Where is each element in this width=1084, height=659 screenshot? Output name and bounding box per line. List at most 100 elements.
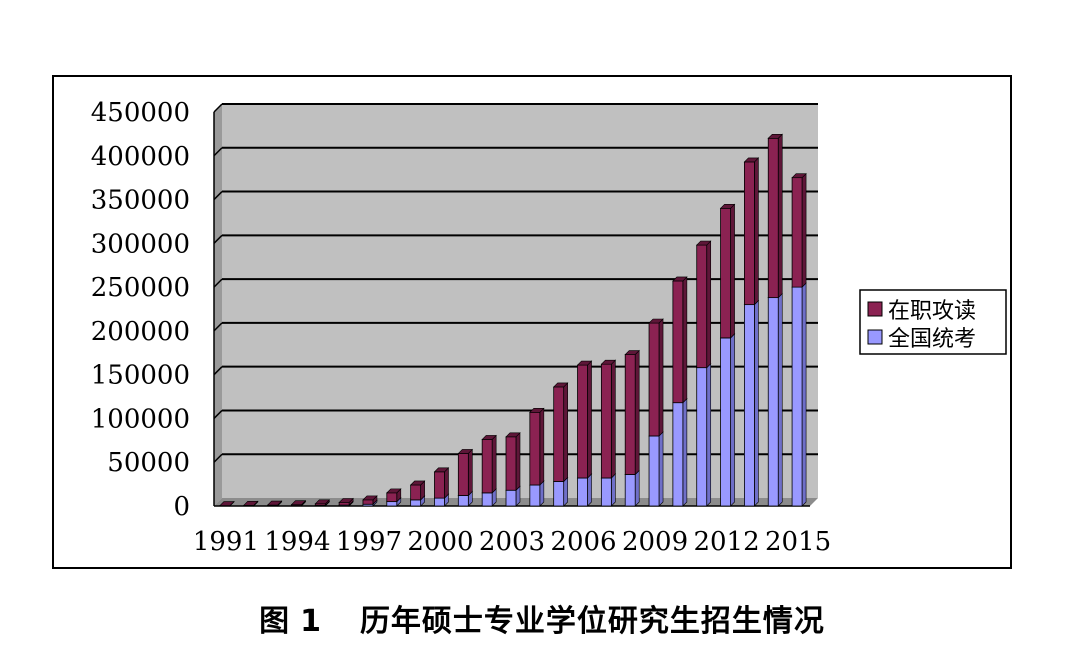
y-tick-label: 100000	[91, 404, 190, 434]
bar-zaizhi-gongdu-side	[491, 434, 497, 494]
bar-zaizhi-gongdu-top	[695, 240, 712, 246]
bar-zaizhi-gongdu	[600, 363, 612, 479]
bar-zaizhi-gongdu	[744, 161, 755, 306]
bar-zaizhi-gongdu	[481, 439, 493, 494]
gridline-diag	[213, 409, 223, 419]
bar-quanguo-tongkao-side	[658, 431, 664, 507]
gridline-diag	[213, 191, 223, 201]
bar-zaizhi-gongdu-top	[767, 133, 783, 139]
bar-zaizhi-gongdu	[791, 177, 803, 288]
bar-zaizhi-gongdu-top	[743, 157, 760, 163]
bar-zaizhi-gongdu-top	[219, 501, 235, 506]
bar-quanguo-tongkao-side	[777, 292, 783, 507]
bar-zaizhi-gongdu-top	[338, 498, 354, 503]
bar-zaizhi-gongdu-top	[576, 360, 593, 366]
bar-zaizhi-gongdu-top	[505, 432, 521, 438]
bar-zaizhi-gongdu	[457, 453, 469, 496]
gridline-diag	[213, 147, 223, 157]
plot-background	[222, 104, 818, 498]
legend-label: 全国统考	[888, 327, 976, 352]
bar-zaizhi-gongdu-side	[777, 133, 783, 299]
legend-box	[859, 289, 1007, 355]
bar-zaizhi-gongdu	[696, 244, 708, 369]
bar-zaizhi-gongdu-side	[754, 157, 759, 306]
bar-zaizhi-gongdu-top	[433, 467, 450, 473]
bar-quanguo-tongkao	[386, 501, 398, 507]
bar-zaizhi-gongdu-top	[624, 350, 640, 355]
bar-zaizhi-gongdu-top	[362, 495, 378, 501]
bar-zaizhi-gongdu-top	[529, 408, 545, 413]
bar-zaizhi-gongdu-top	[266, 500, 283, 506]
bar-quanguo-tongkao-side	[682, 397, 688, 507]
bar-zaizhi-gongdu-top	[290, 500, 307, 505]
y-tick-label: 200000	[91, 317, 190, 347]
legend-swatch	[867, 301, 883, 317]
bar-zaizhi-gongdu-side	[468, 448, 473, 497]
bar-quanguo-tongkao	[553, 481, 565, 507]
bar-quanguo-tongkao	[744, 304, 755, 507]
bar-quanguo-tongkao	[672, 402, 684, 507]
bar-zaizhi-gongdu	[624, 354, 636, 475]
bar-quanguo-tongkao	[529, 484, 541, 507]
bar-zaizhi-gongdu-top	[600, 359, 617, 365]
bar-zaizhi-gongdu-side	[634, 349, 640, 476]
bar-zaizhi-gongdu	[338, 502, 350, 506]
bar-zaizhi-gongdu-top	[481, 435, 497, 440]
bar-quanguo-tongkao	[434, 497, 445, 507]
gridline-diag	[213, 366, 223, 376]
bar-zaizhi-gongdu-side	[682, 276, 688, 404]
bar-zaizhi-gongdu-top	[791, 173, 807, 178]
bar-zaizhi-gongdu-side	[658, 318, 664, 437]
y-tick-label: 50000	[107, 448, 190, 478]
plot-side-wall	[214, 104, 222, 506]
y-tick-label: 0	[173, 492, 190, 522]
figure-title: 历年硕士专业学位研究生招生情况	[359, 604, 825, 639]
bar-zaizhi-gongdu	[648, 322, 660, 437]
bar-quanguo-tongkao-side	[706, 362, 712, 507]
gridline-diag	[213, 278, 223, 288]
x-tick-label: 1997	[336, 527, 402, 557]
x-tick-label: 2012	[693, 527, 759, 557]
bar-quanguo-tongkao	[791, 286, 803, 507]
x-tick-label: 2009	[622, 527, 688, 557]
bar-quanguo-tongkao	[600, 477, 612, 507]
bar-zaizhi-gongdu-side	[611, 359, 616, 479]
bar-zaizhi-gongdu-side	[706, 240, 712, 369]
x-tick-label: 2003	[479, 527, 545, 557]
gridline-diag	[213, 234, 223, 244]
bar-zaizhi-gongdu	[553, 386, 565, 482]
bar-zaizhi-gongdu-side	[444, 467, 449, 499]
bar-quanguo-tongkao	[648, 435, 660, 507]
figure-label: 图	[259, 604, 291, 639]
bar-zaizhi-gongdu-side	[730, 203, 735, 339]
bar-zaizhi-gongdu	[720, 207, 731, 339]
y-tick-label: 300000	[91, 229, 190, 259]
bar-zaizhi-gongdu-top	[648, 318, 664, 324]
x-tick-label: 1991	[193, 527, 259, 557]
bar-zaizhi-gongdu-side	[563, 382, 568, 483]
bar-zaizhi-gongdu	[767, 137, 779, 299]
bar-zaizhi-gongdu-side	[801, 172, 807, 288]
bar-quanguo-tongkao-side	[563, 476, 568, 507]
bar-zaizhi-gongdu	[386, 492, 398, 503]
bar-quanguo-tongkao	[481, 492, 493, 507]
bar-zaizhi-gongdu-top	[314, 499, 331, 505]
x-tick-label: 1994	[264, 527, 330, 557]
bar-zaizhi-gongdu-side	[515, 432, 521, 491]
bar-quanguo-tongkao-side	[587, 473, 592, 507]
bar-quanguo-tongkao	[696, 367, 708, 507]
bar-zaizhi-gongdu-top	[552, 382, 569, 388]
bar-quanguo-tongkao	[624, 474, 636, 507]
bar-zaizhi-gongdu-top	[457, 449, 474, 454]
bar-zaizhi-gongdu	[672, 280, 684, 404]
y-tick-label: 250000	[91, 273, 190, 303]
bar-quanguo-tongkao-side	[754, 299, 759, 507]
legend-swatch	[867, 329, 883, 345]
bar-zaizhi-gongdu-top	[672, 276, 688, 282]
bar-quanguo-tongkao-side	[634, 469, 640, 507]
bar-zaizhi-gongdu	[434, 471, 445, 499]
y-tick-label: 350000	[91, 186, 190, 216]
bar-zaizhi-gongdu-top	[386, 488, 402, 494]
bar-zaizhi-gongdu-side	[587, 360, 592, 479]
